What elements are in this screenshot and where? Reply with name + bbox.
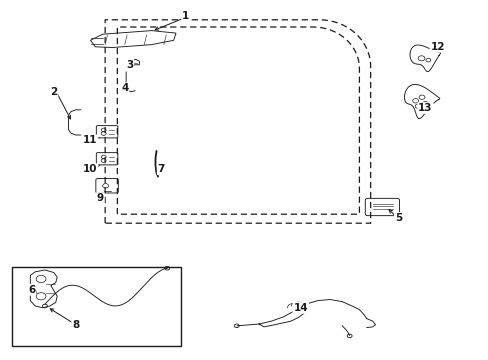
Text: 2: 2 [50, 87, 57, 97]
Text: 6: 6 [28, 285, 35, 295]
Text: 9: 9 [97, 193, 103, 203]
Text: 8: 8 [72, 320, 79, 330]
Text: 13: 13 [417, 103, 432, 113]
Text: 7: 7 [157, 164, 165, 174]
Text: 10: 10 [83, 164, 98, 174]
Text: 1: 1 [182, 11, 189, 21]
Text: 4: 4 [121, 83, 128, 93]
Text: 11: 11 [83, 135, 98, 145]
Text: 12: 12 [429, 42, 444, 52]
Text: 3: 3 [126, 60, 133, 70]
Text: 5: 5 [394, 213, 401, 223]
Text: 14: 14 [293, 303, 307, 313]
Bar [12, 267, 181, 346]
